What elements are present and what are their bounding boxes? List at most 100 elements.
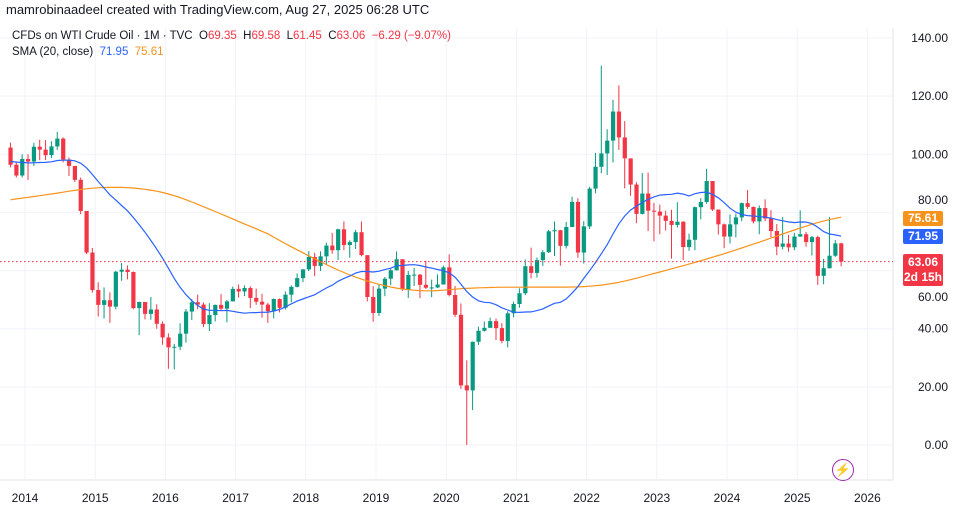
candle-body: [587, 188, 592, 227]
candle-body: [786, 243, 791, 248]
candle-body: [178, 333, 183, 347]
x-tick-label: 2019: [363, 491, 390, 505]
candle-body: [219, 304, 224, 309]
candle-body: [143, 301, 148, 314]
candle-body: [593, 166, 598, 189]
smoothing-price-tag: 75.61: [903, 211, 943, 226]
bar-countdown: 2d 15h: [903, 270, 942, 284]
candle-body: [265, 304, 271, 312]
candle-body: [277, 299, 282, 308]
candle-body: [622, 137, 627, 159]
candle-body: [248, 288, 253, 298]
candle-body: [49, 146, 54, 156]
candle-body: [388, 270, 393, 279]
candle-body: [230, 288, 235, 302]
candle-body: [417, 274, 423, 285]
close-value: 63.06: [336, 30, 366, 42]
low-label: L: [286, 30, 294, 42]
candle-body: [774, 231, 779, 247]
x-tick-label: 2015: [82, 491, 109, 505]
sma-legend[interactable]: SMA (20, close) 71.95 75.61: [12, 44, 451, 60]
x-tick-label: 2014: [12, 491, 39, 505]
lightning-icon[interactable]: ⚡: [832, 459, 854, 481]
candle-body: [189, 302, 194, 312]
candle-body: [675, 221, 680, 225]
candle-body: [839, 243, 844, 262]
candle-body: [453, 294, 458, 315]
candle-body: [581, 226, 586, 253]
candle-body: [564, 226, 569, 246]
candle-body: [37, 146, 42, 150]
close-label: C: [328, 30, 337, 42]
candle-body: [400, 259, 405, 290]
candle-body: [739, 203, 744, 218]
candle-body: [195, 302, 200, 305]
candle-body: [710, 181, 715, 210]
candle-body: [640, 193, 645, 214]
candle-body: [154, 309, 159, 324]
candle-body: [306, 256, 311, 270]
open-value: 69.35: [207, 30, 237, 42]
candle-body: [66, 159, 72, 166]
candle-body: [757, 208, 762, 222]
candle-body: [657, 211, 662, 216]
candle-body: [224, 301, 230, 309]
high-label: H: [243, 30, 252, 42]
candle-body: [529, 266, 534, 273]
y-tick-label: 40.00: [918, 322, 948, 336]
candle-body: [733, 217, 739, 225]
candle-body: [517, 293, 522, 305]
candle-body: [119, 269, 124, 272]
candle-body: [201, 304, 206, 325]
candle-body: [260, 301, 265, 305]
candle-body: [476, 330, 481, 342]
symbol-legend[interactable]: CFDs on WTI Crude Oil · 1M · TVC O69.35 …: [12, 28, 451, 44]
last-price-tag: 63.06 2d 15h: [903, 254, 943, 286]
candle-body: [447, 267, 452, 295]
x-tick-label: 2024: [714, 491, 741, 505]
candle-body: [634, 184, 639, 214]
x-tick-label: 2022: [573, 491, 600, 505]
candle-body: [669, 220, 674, 225]
x-tick-label: 2023: [643, 491, 670, 505]
candle-body: [698, 201, 703, 208]
open-label: O: [199, 30, 208, 42]
candle-body: [365, 255, 370, 298]
y-tick-label: 0.00: [925, 438, 949, 452]
symbol-name: CFDs on WTI Crude Oil · 1M · TVC: [12, 30, 193, 42]
low-value: 61.45: [293, 30, 322, 42]
candle-body: [8, 147, 13, 165]
candle-body: [441, 267, 446, 285]
candle-body: [821, 268, 826, 276]
candle-body: [499, 328, 505, 341]
candle-body: [511, 304, 516, 314]
candle-body: [827, 255, 832, 269]
candle-body: [353, 232, 358, 243]
candle-body: [804, 234, 809, 243]
y-tick-label: 140.00: [911, 31, 948, 45]
candle-body: [324, 245, 329, 257]
high-value: 69.58: [251, 30, 281, 42]
change-value: −6.29 (−9.07%): [371, 30, 451, 42]
candle-body: [687, 239, 692, 248]
candle-body: [728, 224, 733, 237]
x-tick-label: 2016: [152, 491, 179, 505]
candle-body: [423, 284, 428, 288]
chart-credit: mamrobinaadeel created with TradingView.…: [6, 2, 430, 17]
candle-body: [148, 309, 154, 314]
candle-body: [137, 301, 142, 309]
candle-body: [651, 210, 657, 212]
candle-body: [336, 229, 341, 251]
candle-body: [347, 242, 352, 245]
candle-body: [458, 314, 464, 386]
candle-body: [20, 158, 25, 176]
candle-body: [207, 315, 212, 325]
candle-body: [394, 259, 399, 271]
sma-price-tag: 71.95: [903, 229, 943, 244]
candle-body: [798, 234, 803, 237]
y-tick-label: 20.00: [918, 380, 948, 394]
candle-body: [183, 311, 189, 334]
candle-body: [646, 193, 651, 211]
candle-body: [540, 252, 545, 261]
